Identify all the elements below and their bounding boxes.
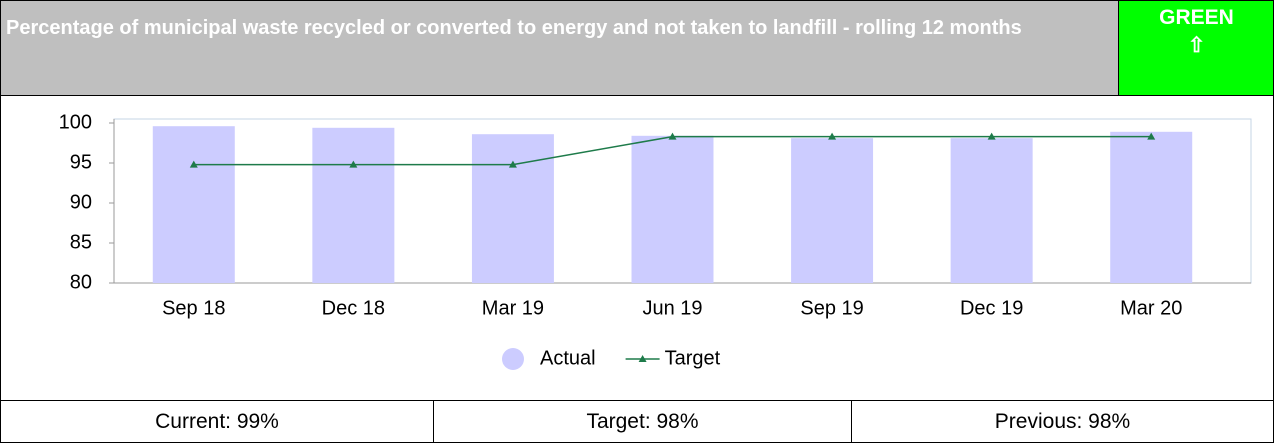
status-box: GREEN ⇧ [1118,1,1273,96]
marker [189,160,198,168]
marker [1147,132,1156,140]
x-tick-label: Mar 19 [482,297,544,319]
footer-cell: Target: 98% [434,401,852,442]
x-tick-label: Dec 19 [960,297,1023,319]
bar [631,135,714,283]
status-arrow: ⇧ [1187,34,1206,57]
x-tick-label: Jun 19 [642,297,702,319]
bar [152,126,235,283]
x-tick-label: Sep 18 [162,297,225,319]
bar [312,127,395,283]
footer-cell: Current: 99% [1,401,434,442]
y-tick-label: 100 [59,111,92,133]
legend-swatch [638,355,647,362]
status-label: GREEN [1159,6,1234,29]
marker [987,132,996,140]
bar [471,134,554,283]
bar [950,138,1033,283]
legend-swatch [502,348,524,370]
header: Percentage of municipal waste recycled o… [1,1,1118,96]
marker [828,132,837,140]
marker [508,160,517,168]
footer: Current: 99% Target: 98% Previous: 98% [1,400,1273,442]
bar [1110,131,1193,283]
chart: 80 85 90 95 100 Sep 18 Dec 18 Mar 19 Jun 19 Sep 1… [59,111,1252,370]
footer-cell: Previous: 98% [994,410,1131,433]
y-tick-label: 85 [70,231,92,253]
x-tick-label: Dec 18 [322,297,385,319]
y-tick-label: 80 [70,271,92,293]
x-tick-label: Mar 20 [1120,297,1182,319]
y-tick-label: 95 [70,151,92,173]
marker [668,132,677,140]
legend-label: Target [665,347,721,369]
x-tick-label: Sep 19 [800,297,863,319]
legend-label: Actual [540,347,596,369]
marker [349,160,358,168]
y-tick-label: 90 [70,191,92,213]
bar [791,138,874,283]
panel-title: Percentage of municipal waste recycled o… [6,17,1022,39]
